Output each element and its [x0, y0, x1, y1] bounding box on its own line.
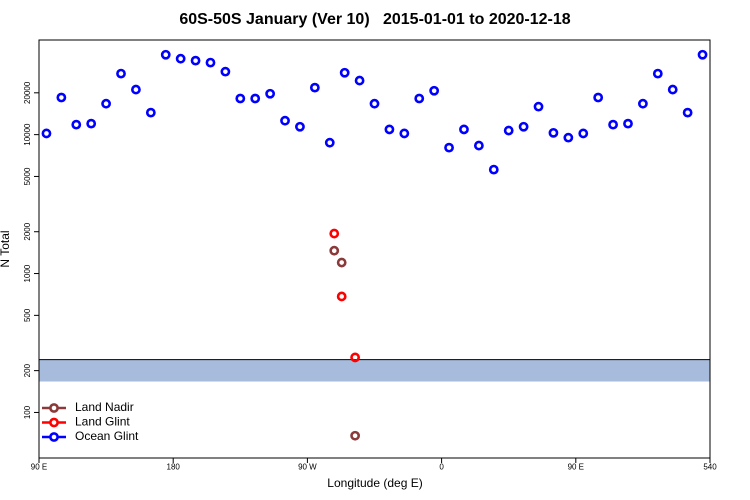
point: [369, 98, 380, 109]
legend-label: Land Nadir: [75, 400, 134, 414]
point: [548, 127, 559, 138]
point: [336, 257, 347, 268]
point: [116, 68, 126, 79]
point: [265, 88, 276, 99]
x-tick-label: 90 E: [31, 463, 47, 472]
point: [324, 137, 335, 148]
legend-marker: [49, 432, 59, 442]
point: [593, 92, 604, 103]
point: [697, 49, 708, 60]
legend-marker: [49, 403, 59, 413]
point: [145, 107, 156, 118]
point: [667, 84, 678, 95]
point: [131, 84, 141, 95]
shaded-band: [39, 359, 710, 382]
x-tick-label: 180: [167, 463, 181, 472]
point: [354, 75, 365, 86]
point: [350, 352, 361, 363]
point: [414, 93, 425, 104]
point: [190, 55, 201, 66]
x-axis-label: Longitude (deg E): [327, 476, 422, 490]
point: [399, 128, 410, 139]
legend-label: Ocean Glint: [75, 429, 139, 443]
point: [503, 125, 514, 136]
point: [563, 132, 574, 143]
point: [86, 118, 97, 129]
y-tick-label: 2000: [23, 222, 32, 240]
point: [71, 119, 82, 130]
chart-title: 60S-50S January (Ver 10) 2015-01-01 to 2…: [179, 11, 570, 28]
point: [473, 140, 484, 151]
legend-label: Land Glint: [75, 415, 130, 429]
plot-frame: [38, 39, 711, 459]
y-tick-label: 10000: [23, 123, 32, 146]
point: [250, 93, 261, 104]
point: [329, 228, 340, 239]
point: [205, 57, 216, 68]
point: [578, 128, 589, 139]
point: [429, 85, 440, 96]
x-tick-label: 540: [703, 463, 717, 472]
point: [329, 245, 340, 256]
legend-marker: [49, 417, 59, 428]
y-tick-label: 200: [23, 363, 32, 377]
point: [336, 291, 347, 302]
point: [350, 430, 361, 441]
point: [41, 128, 52, 139]
point: [309, 82, 320, 93]
x-tick-label: 0: [439, 463, 444, 472]
point: [56, 92, 67, 103]
y-tick-label: 500: [23, 308, 32, 322]
y-tick-label: 20000: [23, 81, 32, 104]
point: [533, 101, 544, 112]
x-tick-label: 90 W: [298, 463, 317, 472]
point: [638, 98, 648, 109]
point: [652, 68, 663, 79]
point: [160, 49, 171, 60]
point: [101, 98, 111, 109]
point: [518, 121, 529, 132]
y-tick-label: 100: [23, 405, 32, 419]
point: [682, 107, 693, 118]
point: [280, 115, 290, 126]
y-axis-label: N Total: [0, 230, 12, 267]
point: [175, 53, 186, 64]
y-tick-label: 1000: [23, 264, 32, 282]
point: [459, 124, 469, 135]
point: [488, 164, 499, 175]
point: [339, 67, 350, 78]
point: [608, 119, 618, 130]
point: [384, 124, 395, 135]
point: [235, 93, 246, 104]
point: [295, 121, 305, 132]
point: [220, 66, 231, 77]
point: [444, 142, 454, 153]
x-tick-label: 90 E: [568, 463, 584, 472]
point: [623, 118, 633, 129]
y-tick-label: 5000: [23, 167, 32, 185]
